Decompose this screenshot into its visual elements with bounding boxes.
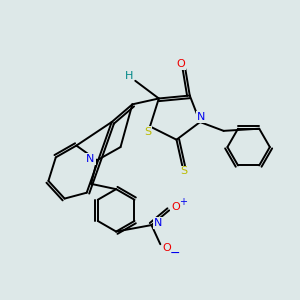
Text: −: − — [170, 247, 180, 260]
Text: O: O — [176, 59, 185, 69]
Text: N: N — [197, 112, 206, 122]
Text: H: H — [124, 71, 133, 81]
Text: O: O — [171, 202, 180, 212]
Text: S: S — [180, 167, 188, 176]
Text: N: N — [154, 218, 162, 228]
Text: +: + — [179, 197, 187, 207]
Text: O: O — [162, 243, 171, 253]
Text: S: S — [144, 127, 151, 137]
Text: N: N — [86, 154, 95, 164]
